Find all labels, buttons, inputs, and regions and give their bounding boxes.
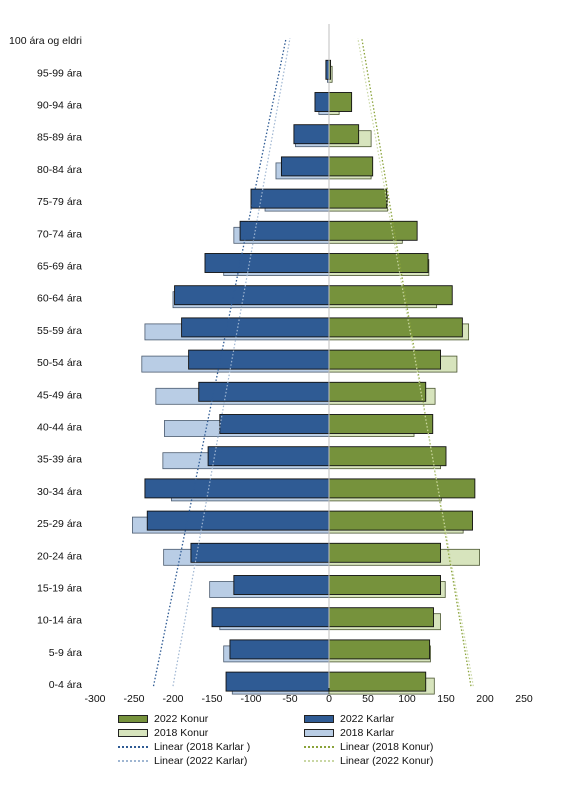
x-tick-label-200: 200	[476, 693, 494, 705]
y-tick-label-55-59-ra: 55-59 ára	[37, 325, 82, 337]
legend-swatch-female-2022	[118, 715, 148, 723]
y-tick-label-90-94-ra: 90-94 ára	[37, 100, 82, 112]
bar-female-2022-80-84-ra	[328, 156, 374, 177]
bar-male-2022-15-19-ra	[233, 575, 330, 595]
legend-item-male-2018: 2018 Karlar	[304, 726, 394, 740]
bar-female-2022-15-19-ra	[328, 575, 441, 595]
y-tick-label-15-19-ra: 15-19 ára	[37, 583, 82, 595]
bar-female-2022-30-34-ra	[328, 478, 476, 499]
x-tick-label-neg250: -250	[123, 693, 144, 705]
y-tick-label-40-44-ra: 40-44 ára	[37, 422, 82, 434]
bar-female-2022-0-4-ra	[328, 671, 427, 692]
bar-male-2022-20-24-ra	[190, 542, 330, 563]
legend-swatch-female-2018	[118, 729, 148, 737]
y-tick-label-5-9-ra: 5-9 ára	[49, 647, 82, 659]
legend-label-trend-female-2022: Linear (2022 Konur)	[340, 755, 434, 767]
y-tick-label-25-29-ra: 25-29 ára	[37, 518, 82, 530]
legend-swatch-trend-male-2022	[118, 760, 148, 762]
legend-swatch-trend-male-2018	[118, 746, 148, 748]
bar-female-2022-45-49-ra	[328, 381, 427, 402]
bar-female-2022-55-59-ra	[328, 317, 463, 338]
y-tick-label-100-ra-og-eldri: 100 ára og eldri	[9, 35, 82, 47]
legend-label-trend-male-2022: Linear (2022 Karlar)	[154, 755, 248, 767]
trendline-linear-2022-konur-	[357, 37, 474, 687]
bar-male-2022-90-94-ra	[314, 92, 330, 112]
bar-female-2022-10-14-ra	[328, 607, 434, 628]
legend-item-female-2018: 2018 Konur	[118, 726, 208, 740]
bar-female-2022-65-69-ra	[328, 253, 429, 273]
x-tick-label-neg300: -300	[84, 693, 105, 705]
legend-item-trend-male-2018: Linear (2018 Karlar )	[118, 740, 250, 754]
bar-male-2022-60-64-ra	[174, 285, 330, 306]
bar-male-2022-85-89-ra	[293, 124, 330, 145]
bar-male-2022-75-79-ra	[250, 188, 330, 209]
legend-swatch-trend-female-2022	[304, 760, 334, 762]
bar-female-2022-90-94-ra	[328, 92, 353, 112]
legend-swatch-male-2018	[304, 729, 334, 737]
y-tick-label-0-4-ra: 0-4 ára	[49, 679, 82, 691]
legend-item-female-2022: 2022 Konur	[118, 712, 208, 726]
x-tick-label-0: 0	[326, 693, 332, 705]
bar-male-2022-45-49-ra	[198, 381, 330, 402]
bar-male-2022-40-44-ra	[219, 414, 330, 434]
bar-male-2022-65-69-ra	[204, 253, 330, 273]
legend-label-male-2022: 2022 Karlar	[340, 713, 395, 725]
bar-female-2022-85-89-ra	[328, 124, 360, 145]
legend-item-trend-female-2022: Linear (2022 Konur)	[304, 754, 433, 768]
legend-item-male-2022: 2022 Karlar	[304, 712, 394, 726]
legend-label-female-2018: 2018 Konur	[154, 727, 209, 739]
y-tick-label-70-74-ra: 70-74 ára	[37, 228, 82, 240]
y-tick-label-30-34-ra: 30-34 ára	[37, 486, 82, 498]
legend-item-trend-female-2018: Linear (2018 Konur)	[304, 740, 433, 754]
y-tick-label-95-99-ra: 95-99 ára	[37, 67, 82, 79]
bar-male-2022-50-54-ra	[188, 349, 330, 370]
bar-female-2022-5-9-ra	[328, 639, 431, 660]
y-tick-label-75-79-ra: 75-79 ára	[37, 196, 82, 208]
legend-swatch-male-2022	[304, 715, 334, 723]
bar-male-2022-5-9-ra	[229, 639, 330, 660]
y-tick-label-80-84-ra: 80-84 ára	[37, 164, 82, 176]
bar-male-2022-25-29-ra	[146, 510, 330, 531]
bar-female-2022-20-24-ra	[328, 542, 441, 563]
legend-item-trend-male-2022: Linear (2022 Karlar)	[118, 754, 247, 768]
y-tick-label-60-64-ra: 60-64 ára	[37, 293, 82, 305]
x-tick-label-150: 150	[437, 693, 455, 705]
bar-male-2022-55-59-ra	[181, 317, 330, 338]
bar-male-2022-0-4-ra	[225, 671, 330, 692]
legend-label-male-2018: 2018 Karlar	[340, 727, 395, 739]
trendline-linear-2022-karlar-	[172, 37, 291, 687]
bar-female-2022-40-44-ra	[328, 414, 434, 434]
x-tick-label-neg200: -200	[162, 693, 183, 705]
legend-swatch-trend-female-2018	[304, 746, 334, 748]
x-tick-label-neg100: -100	[240, 693, 261, 705]
bar-male-2022-30-34-ra	[144, 478, 330, 499]
legend-label-female-2022: 2022 Konur	[154, 713, 209, 725]
bar-female-2022-70-74-ra	[328, 220, 418, 241]
bar-female-2022-50-54-ra	[328, 349, 441, 370]
y-tick-label-45-49-ra: 45-49 ára	[37, 389, 82, 401]
legend-label-trend-male-2018: Linear (2018 Karlar )	[154, 741, 251, 753]
bar-female-2022-35-39-ra	[328, 446, 447, 467]
bar-male-2022-10-14-ra	[211, 607, 330, 628]
y-tick-label-85-89-ra: 85-89 ára	[37, 132, 82, 144]
bar-male-2022-35-39-ra	[207, 446, 330, 467]
bar-female-2022-75-79-ra	[328, 188, 388, 209]
legend-label-trend-female-2018: Linear (2018 Konur)	[340, 741, 434, 753]
y-tick-label-50-54-ra: 50-54 ára	[37, 357, 82, 369]
y-tick-label-65-69-ra: 65-69 ára	[37, 261, 82, 273]
x-tick-label-50: 50	[362, 693, 374, 705]
x-tick-label-100: 100	[398, 693, 416, 705]
bar-male-2022-80-84-ra	[280, 156, 330, 177]
y-tick-label-35-39-ra: 35-39 ára	[37, 454, 82, 466]
y-tick-label-20-24-ra: 20-24 ára	[37, 550, 82, 562]
x-tick-label-250: 250	[515, 693, 533, 705]
trendline-linear-2018-konur-	[361, 37, 472, 687]
x-tick-label-neg50: -50	[282, 693, 297, 705]
y-tick-label-10-14-ra: 10-14 ára	[37, 615, 82, 627]
bar-female-2022-25-29-ra	[328, 510, 473, 531]
bar-female-2022-60-64-ra	[328, 285, 453, 306]
x-tick-label-neg150: -150	[201, 693, 222, 705]
